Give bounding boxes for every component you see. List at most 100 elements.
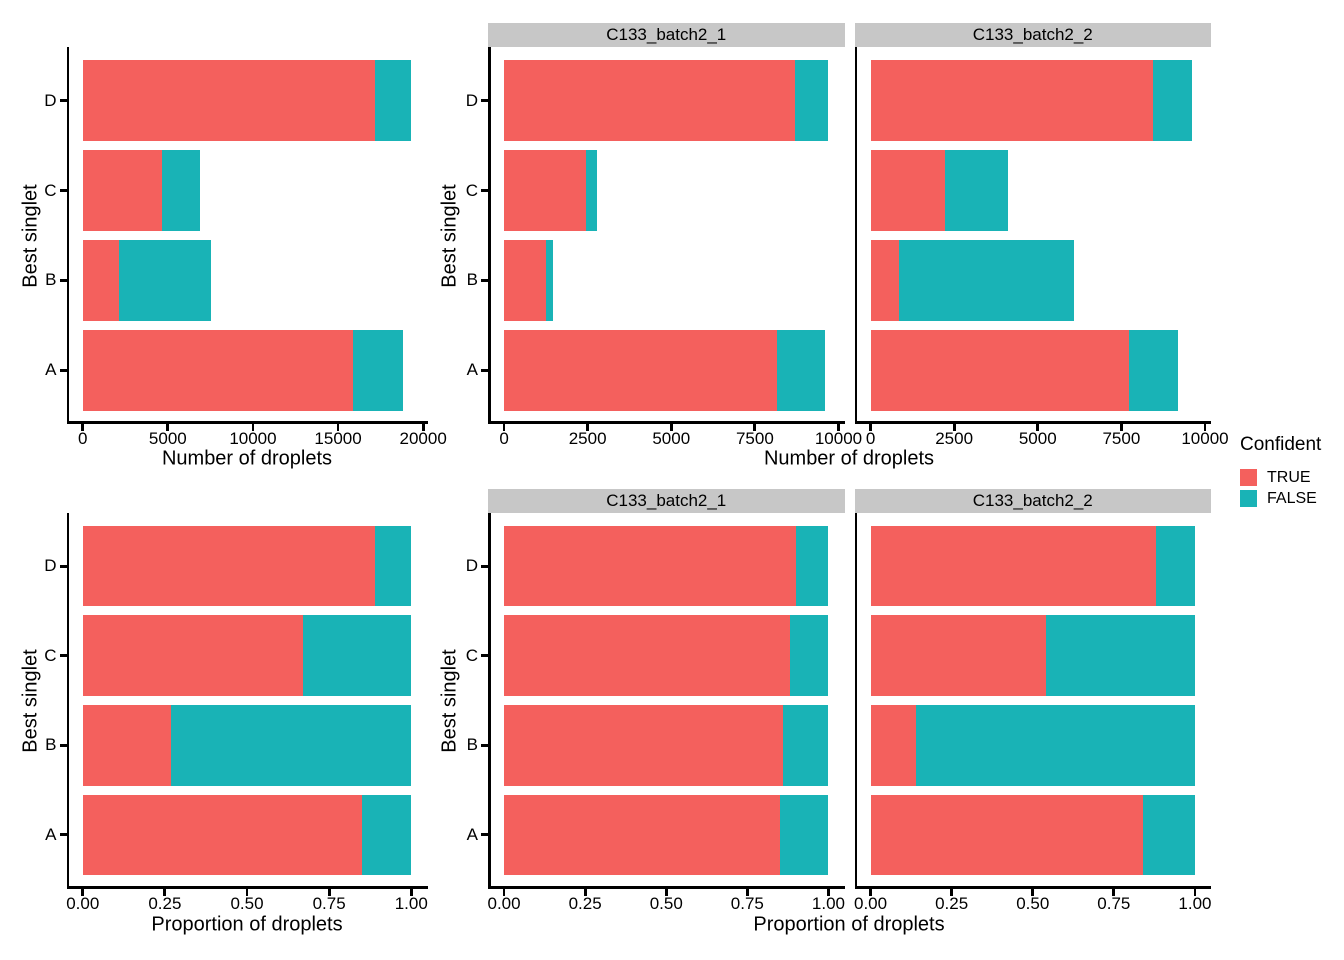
bar-A-TRUE bbox=[870, 794, 1144, 876]
x-tick-label: 0 bbox=[78, 429, 88, 448]
y-tick bbox=[481, 564, 488, 568]
bar-C-TRUE bbox=[82, 615, 303, 696]
x-tick bbox=[421, 424, 425, 431]
x-tick bbox=[669, 424, 673, 431]
x-tick bbox=[952, 424, 956, 431]
bar-A-TRUE bbox=[504, 329, 777, 411]
y-tick-label-D: D bbox=[465, 90, 478, 110]
bar-A-TRUE bbox=[504, 794, 780, 876]
bar-B-TRUE bbox=[870, 239, 900, 321]
y-tick bbox=[59, 564, 67, 568]
y-axis-line bbox=[66, 47, 70, 424]
x-tick-label: 0.25 bbox=[568, 893, 602, 913]
x-tick bbox=[869, 888, 872, 896]
x-axis-line bbox=[488, 421, 845, 424]
bar-B-FALSE bbox=[870, 704, 1195, 786]
bar-D-TRUE bbox=[870, 525, 1157, 607]
x-axis-title-prop-combined: Proportion of droplets bbox=[151, 913, 343, 936]
bar-C-TRUE bbox=[870, 615, 1046, 696]
y-tick bbox=[59, 368, 67, 372]
facet-strip-counts-batch2: C133_batch2_2 bbox=[854, 23, 1211, 47]
x-tick-label: 7500 bbox=[735, 429, 774, 448]
bar-C-TRUE bbox=[82, 150, 163, 231]
x-tick-label: 0.75 bbox=[312, 893, 346, 913]
bar-D-TRUE bbox=[504, 525, 796, 607]
y-axis-line bbox=[854, 47, 858, 424]
y-tick bbox=[481, 368, 488, 372]
x-tick-label: 7500 bbox=[1102, 429, 1141, 448]
x-tick-label: 0.50 bbox=[649, 893, 683, 913]
x-tick bbox=[745, 888, 749, 896]
x-tick bbox=[502, 888, 506, 896]
x-tick bbox=[166, 424, 170, 431]
y-tick bbox=[59, 189, 67, 193]
x-tick-label: 0.00 bbox=[66, 893, 100, 913]
x-tick-label: 0.50 bbox=[230, 893, 264, 913]
x-tick bbox=[251, 424, 255, 431]
x-tick-label: 15000 bbox=[314, 429, 362, 448]
x-tick bbox=[1031, 888, 1035, 896]
y-tick bbox=[481, 743, 488, 747]
x-tick-label: 0 bbox=[499, 429, 509, 448]
y-tick bbox=[59, 833, 67, 837]
bar-D-TRUE bbox=[82, 60, 375, 142]
y-tick bbox=[59, 278, 67, 282]
x-tick bbox=[664, 888, 668, 896]
y-tick-label-B: B bbox=[466, 270, 478, 290]
x-tick-label: 5000 bbox=[1018, 429, 1057, 448]
x-tick bbox=[163, 888, 167, 896]
y-tick-label-D: D bbox=[465, 556, 478, 576]
y-tick bbox=[481, 99, 488, 103]
x-axis-line bbox=[854, 885, 1211, 889]
panel-counts-batch2: 0 2500 5000 7500 10000 bbox=[854, 47, 1229, 448]
x-tick bbox=[827, 888, 830, 896]
panel-prop-combined: 0.00 0.25 0.50 0.75 1.00 D C B A bbox=[44, 512, 428, 912]
panel-prop-batch1: 0.00 0.25 0.50 0.75 1.00 D C B A bbox=[466, 512, 845, 912]
facet-strip-prop-batch2: C133_batch2_2 bbox=[854, 489, 1211, 513]
x-axis-line bbox=[66, 885, 428, 889]
x-tick-label: 0.50 bbox=[1016, 893, 1050, 913]
x-tick bbox=[753, 424, 757, 431]
x-axis-title-counts-facets: Number of droplets bbox=[763, 447, 935, 470]
y-tick-label-C: C bbox=[465, 645, 478, 665]
x-tick bbox=[327, 888, 331, 896]
x-tick bbox=[81, 888, 85, 896]
x-tick bbox=[869, 424, 872, 431]
y-axis-line bbox=[488, 47, 491, 424]
x-axis-line bbox=[854, 421, 1211, 424]
y-tick-label-C: C bbox=[44, 645, 57, 665]
y-tick bbox=[481, 278, 488, 282]
x-tick bbox=[837, 424, 840, 431]
x-tick-label: 0.00 bbox=[854, 893, 888, 913]
legend: Confident TRUE FALSE bbox=[1240, 434, 1321, 509]
y-tick-label-C: C bbox=[44, 180, 57, 200]
bar-C-TRUE bbox=[504, 150, 586, 231]
x-tick-label: 0 bbox=[865, 429, 876, 448]
bar-C-TRUE bbox=[504, 615, 790, 696]
x-tick bbox=[1112, 888, 1116, 896]
x-tick-label: 0.75 bbox=[1097, 893, 1131, 913]
y-tick-label-A: A bbox=[45, 360, 57, 380]
legend-entry-true: TRUE bbox=[1240, 467, 1321, 487]
legend-entry-false: FALSE bbox=[1240, 488, 1321, 508]
y-tick-label-A: A bbox=[45, 824, 57, 844]
bar-B-TRUE bbox=[82, 704, 172, 786]
x-tick bbox=[1193, 888, 1197, 896]
bar-A-TRUE bbox=[82, 794, 362, 876]
y-tick-label-D: D bbox=[44, 556, 57, 576]
y-tick-label-A: A bbox=[466, 360, 478, 380]
bar-B-TRUE bbox=[504, 239, 546, 321]
x-tick bbox=[1036, 424, 1040, 431]
y-axis-line bbox=[854, 512, 858, 889]
y-tick bbox=[481, 654, 488, 658]
x-tick-label: 10000 bbox=[229, 429, 277, 448]
x-tick bbox=[502, 424, 506, 431]
x-tick-label: 20000 bbox=[399, 429, 447, 448]
legend-swatch-false bbox=[1240, 489, 1257, 507]
x-tick-label: 1.00 bbox=[1178, 893, 1212, 913]
panel-counts-batch1: 0 2500 5000 7500 10000 D C B A bbox=[466, 47, 862, 448]
x-tick bbox=[336, 424, 340, 431]
x-tick-label: 0.75 bbox=[730, 893, 764, 913]
bar-C-TRUE bbox=[870, 150, 946, 231]
